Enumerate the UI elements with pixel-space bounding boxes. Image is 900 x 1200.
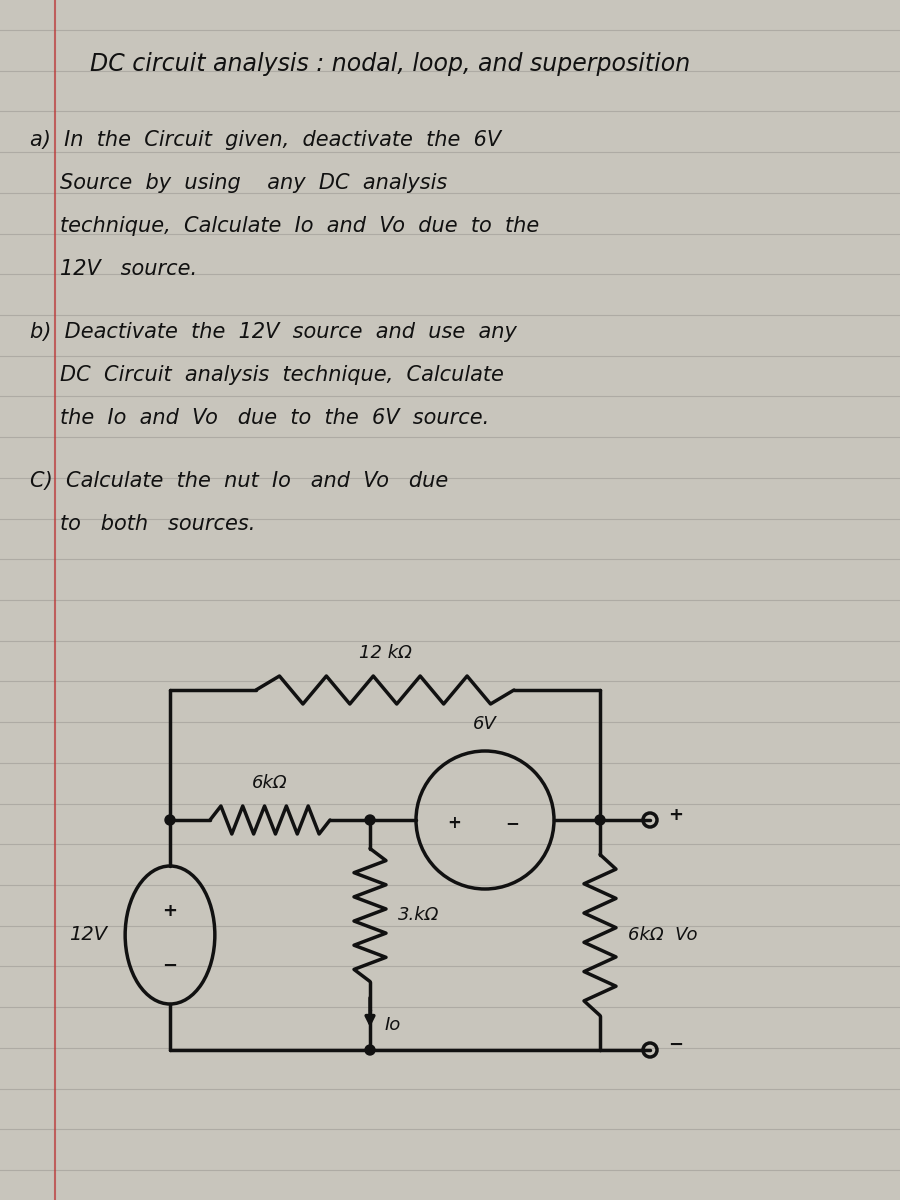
Circle shape (365, 1045, 375, 1055)
Text: 12V: 12V (69, 925, 107, 944)
Text: a)  In  the  Circuit  given,  deactivate  the  6V: a) In the Circuit given, deactivate the … (30, 130, 501, 150)
Text: 12V   source.: 12V source. (60, 259, 197, 278)
Text: DC  Circuit  analysis  technique,  Calculate: DC Circuit analysis technique, Calculate (60, 365, 504, 385)
Circle shape (365, 815, 375, 826)
Text: C)  Calculate  the  nut  Io   and  Vo   due: C) Calculate the nut Io and Vo due (30, 470, 448, 491)
Text: 3.kΩ: 3.kΩ (398, 906, 439, 924)
Text: 12 kΩ: 12 kΩ (358, 644, 411, 662)
Text: −: − (506, 814, 519, 832)
Text: to   both   sources.: to both sources. (60, 514, 256, 534)
Text: +: + (163, 902, 177, 920)
Text: DC circuit analysis : nodal, loop, and superposition: DC circuit analysis : nodal, loop, and s… (90, 52, 690, 76)
Text: 6kΩ  Vo: 6kΩ Vo (628, 926, 698, 944)
Text: 6kΩ: 6kΩ (252, 774, 288, 792)
Text: −: − (162, 958, 177, 976)
Text: −: − (668, 1036, 683, 1054)
Text: Source  by  using    any  DC  analysis: Source by using any DC analysis (60, 173, 447, 193)
Text: the  Io  and  Vo   due  to  the  6V  source.: the Io and Vo due to the 6V source. (60, 408, 490, 428)
Circle shape (595, 815, 605, 826)
Text: b)  Deactivate  the  12V  source  and  use  any: b) Deactivate the 12V source and use any (30, 322, 517, 342)
Circle shape (165, 815, 175, 826)
Text: +: + (447, 814, 461, 832)
Text: +: + (668, 806, 683, 824)
Text: 6V: 6V (473, 715, 497, 733)
Text: technique,  Calculate  Io  and  Vo  due  to  the: technique, Calculate Io and Vo due to th… (60, 216, 539, 236)
Text: Io: Io (385, 1016, 401, 1034)
